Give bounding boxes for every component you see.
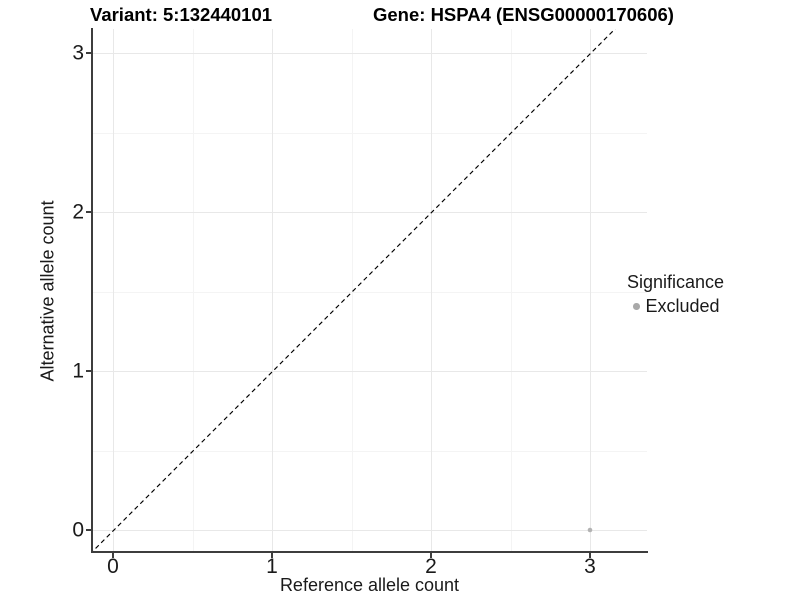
gridline-minor-h bbox=[92, 132, 647, 134]
gridline-major-h-1 bbox=[92, 371, 647, 373]
x-tick-mark-3 bbox=[589, 553, 591, 559]
y-tick-label-3: 3 bbox=[72, 41, 84, 65]
y-axis-line bbox=[91, 28, 93, 553]
plot-title-variant: Variant: 5:132440101 bbox=[90, 4, 273, 25]
identity-line bbox=[92, 29, 616, 552]
x-axis-line bbox=[91, 551, 648, 554]
gridline-major-h-0 bbox=[92, 530, 647, 532]
panel-overlay bbox=[92, 29, 616, 552]
gridline-minor-h bbox=[92, 291, 647, 293]
y-axis-title: Alternative allele count bbox=[37, 200, 58, 382]
gridline-minor-v bbox=[510, 29, 512, 552]
legend-item-label: Excluded bbox=[645, 296, 720, 316]
gridline-minor-v bbox=[192, 29, 194, 552]
gridline-major-v-0 bbox=[113, 29, 115, 552]
gridline-major-h-3 bbox=[92, 53, 647, 55]
plot-panel bbox=[92, 29, 647, 552]
y-tick-label-2: 2 bbox=[72, 200, 84, 224]
gridline-minor-h bbox=[92, 450, 647, 452]
legend: Significance Excluded bbox=[627, 272, 724, 317]
y-tick-mark-2 bbox=[86, 211, 92, 213]
plot-title-gene: Gene: HSPA4 (ENSG00000170606) bbox=[373, 4, 674, 25]
y-tick-label-1: 1 bbox=[72, 359, 84, 383]
x-tick-mark-1 bbox=[271, 553, 273, 559]
data-point-excluded bbox=[587, 527, 593, 533]
gridline-minor-v bbox=[351, 29, 353, 552]
x-tick-mark-0 bbox=[112, 553, 114, 559]
legend-item-excluded: Excluded bbox=[633, 296, 724, 317]
x-tick-label-0: 0 bbox=[107, 555, 119, 578]
gridline-major-v-3 bbox=[590, 29, 592, 552]
y-tick-mark-3 bbox=[86, 52, 92, 54]
x-axis-title: Reference allele count bbox=[279, 575, 460, 595]
y-tick-mark-0 bbox=[86, 529, 92, 531]
x-tick-label-2: 2 bbox=[425, 555, 437, 578]
gridline-major-h-2 bbox=[92, 212, 647, 214]
x-tick-mark-2 bbox=[430, 553, 432, 559]
x-tick-label-1: 1 bbox=[266, 555, 278, 578]
legend-title: Significance bbox=[627, 272, 725, 292]
gridline-major-v-1 bbox=[272, 29, 274, 552]
y-tick-mark-1 bbox=[86, 370, 92, 372]
y-tick-label-0: 0 bbox=[72, 518, 84, 542]
gridline-major-v-2 bbox=[431, 29, 433, 552]
excluded-point-icon bbox=[633, 303, 640, 310]
x-tick-label-3: 3 bbox=[584, 555, 596, 578]
